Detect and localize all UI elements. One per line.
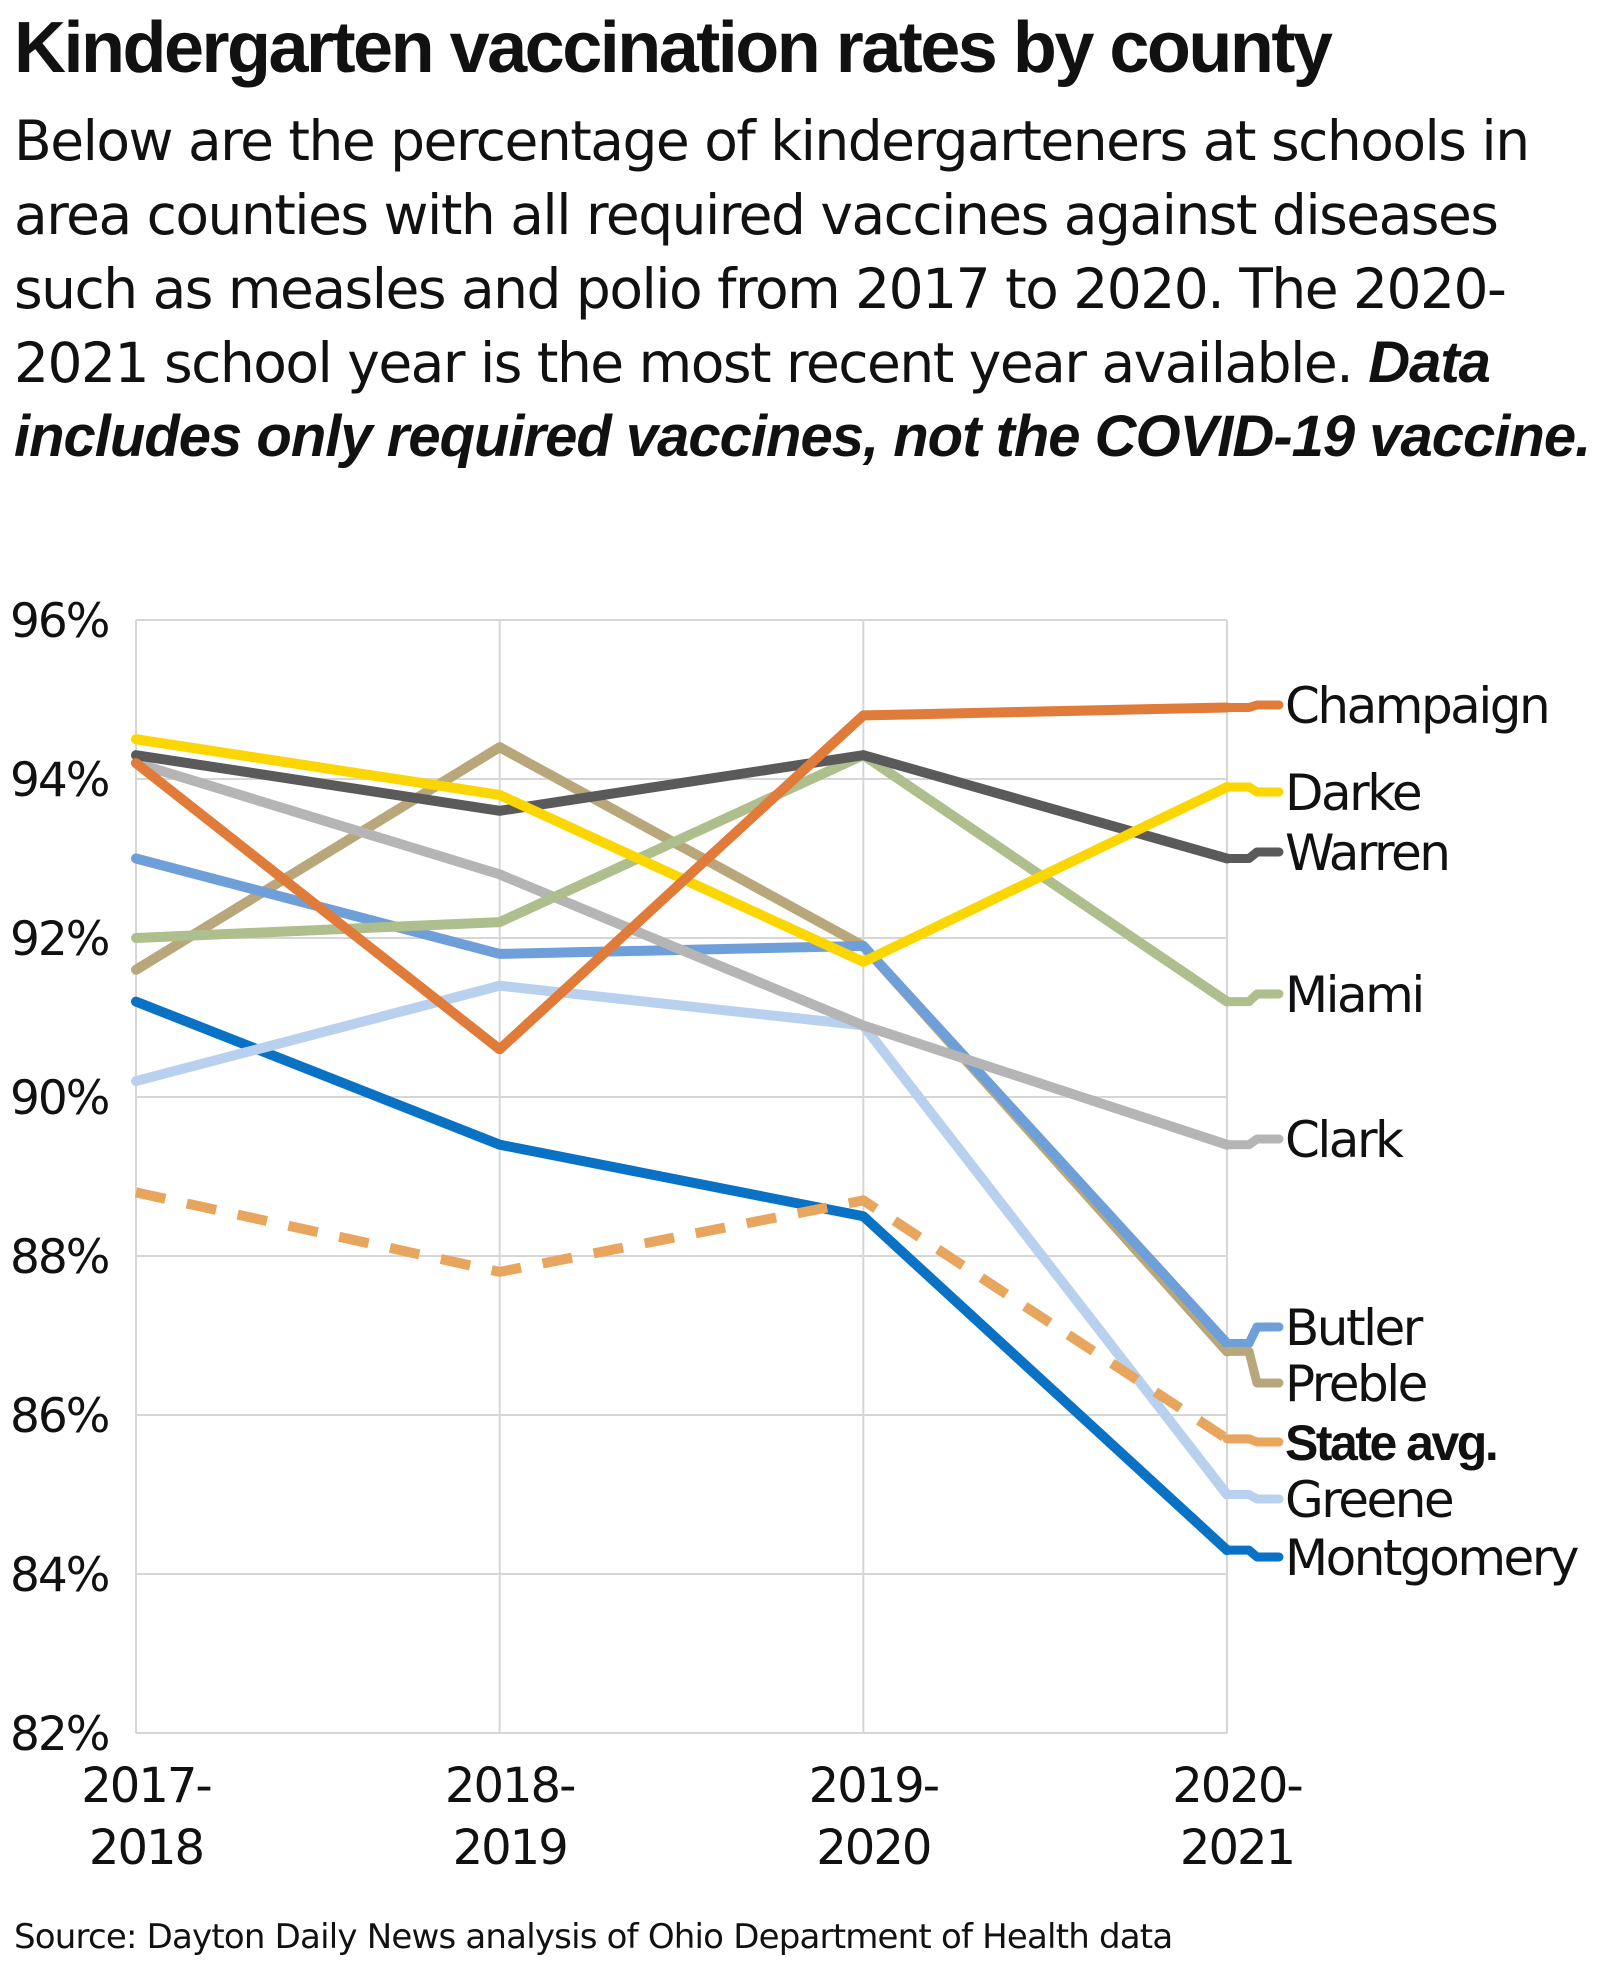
label-connector-champaign bbox=[1222, 700, 1284, 712]
series-label-montgomery: Montgomery bbox=[1285, 1529, 1579, 1587]
label-connector-greene bbox=[1222, 1490, 1284, 1504]
y-tick-label: 94% bbox=[10, 753, 109, 808]
subtitle-note: Data includes only required vaccines, no… bbox=[14, 330, 1591, 469]
chart-title: Kindergarten vaccination rates by county bbox=[14, 8, 1333, 88]
y-tick-label: 84% bbox=[10, 1548, 109, 1603]
y-tick-label: 88% bbox=[10, 1230, 109, 1285]
line-chart: 82% 84% 86% 88% 90% 92% 94% 96% 2017-2018 2018-2… bbox=[10, 594, 1581, 1876]
series-line-montgomery bbox=[131, 996, 1232, 1556]
x-tick-label: 2019-2020 bbox=[809, 1758, 938, 1876]
series-label-miami: Miami bbox=[1285, 966, 1423, 1024]
y-tick-label: 86% bbox=[10, 1389, 109, 1444]
x-tick-label: 2020-2021 bbox=[1172, 1758, 1301, 1876]
series-label-butler: Butler bbox=[1285, 1299, 1424, 1357]
y-tick-label: 96% bbox=[10, 594, 109, 649]
series-label-preble: Preble bbox=[1285, 1355, 1427, 1413]
y-tick-label: 92% bbox=[10, 912, 109, 967]
series-line-state-avg bbox=[134, 1187, 1230, 1444]
series-line-champaign bbox=[131, 702, 1232, 1055]
series-line-clark bbox=[131, 758, 1232, 1150]
source-note: Source: Dayton Daily News analysis of Oh… bbox=[14, 1917, 1173, 1957]
label-connector-warren bbox=[1222, 847, 1284, 863]
series-label-warren: Warren bbox=[1285, 824, 1448, 882]
y-axis-ticks: 82% 84% 86% 88% 90% 92% 94% 96% bbox=[10, 594, 111, 1762]
x-tick-label: 2018-2019 bbox=[445, 1758, 574, 1876]
series-line-warren bbox=[131, 750, 1232, 864]
series-line-greene bbox=[131, 980, 1232, 1500]
series-label-greene: Greene bbox=[1285, 1471, 1453, 1529]
x-axis-ticks: 2017-2018 2018-2019 2019-2020 2020-2021 bbox=[81, 1758, 1303, 1876]
y-tick-label: 82% bbox=[10, 1707, 109, 1762]
series-label-state-avg: State avg. bbox=[1285, 1415, 1496, 1471]
label-connector-clark bbox=[1222, 1134, 1284, 1150]
label-connector-state-avg bbox=[1222, 1434, 1284, 1447]
subtitle-text: Below are the percentage of kindergarten… bbox=[14, 109, 1530, 395]
x-tick-label: 2017-2018 bbox=[81, 1758, 210, 1876]
chart-subtitle: Below are the percentage of kindergarten… bbox=[14, 104, 1594, 474]
series-label-darke: Darke bbox=[1285, 764, 1421, 822]
label-connector-preble bbox=[1222, 1346, 1284, 1388]
y-tick-label: 90% bbox=[10, 1071, 109, 1126]
label-connector-darke bbox=[1222, 782, 1284, 797]
chart-series bbox=[131, 702, 1232, 1556]
series-label-champaign: Champaign bbox=[1285, 677, 1548, 735]
label-connector-montgomery bbox=[1222, 1545, 1284, 1562]
label-connector-butler bbox=[1222, 1322, 1284, 1348]
series-label-clark: Clark bbox=[1285, 1111, 1404, 1169]
label-connector-miami bbox=[1222, 989, 1284, 1007]
